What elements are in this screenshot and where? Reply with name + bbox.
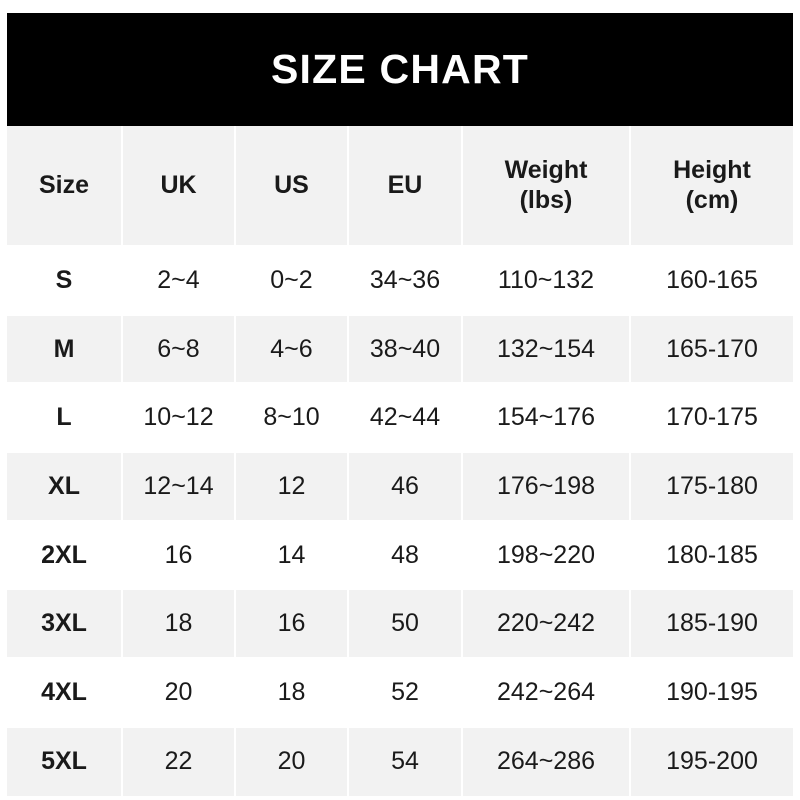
cell-height: 165-170 <box>630 314 793 385</box>
cell-uk: 6~8 <box>122 314 236 385</box>
table-row: L 10~12 8~10 42~44 154~176 170-175 <box>7 383 793 454</box>
column-header-uk: UK <box>122 126 236 247</box>
cell-uk: 2~4 <box>122 246 236 316</box>
cell-weight: 154~176 <box>462 383 631 454</box>
cell-eu: 48 <box>348 520 463 591</box>
cell-weight: 242~264 <box>462 658 631 728</box>
cell-height: 170-175 <box>630 383 793 454</box>
cell-weight: 264~286 <box>462 726 631 796</box>
table-row: 5XL 22 20 54 264~286 195-200 <box>7 726 793 796</box>
cell-size: 4XL <box>7 658 123 728</box>
cell-us: 12 <box>235 452 349 522</box>
column-header-uk-label: UK <box>160 170 197 199</box>
column-header-height-unit: (cm) <box>685 185 739 214</box>
cell-eu: 34~36 <box>348 246 463 316</box>
column-header-eu-label: EU <box>387 170 423 199</box>
cell-weight: 220~242 <box>462 589 631 660</box>
table-row: 2XL 16 14 48 198~220 180-185 <box>7 520 793 591</box>
table-row: M 6~8 4~6 38~40 132~154 165-170 <box>7 314 793 385</box>
cell-weight: 110~132 <box>462 246 631 316</box>
column-header-size: Size <box>7 126 123 247</box>
cell-weight: 198~220 <box>462 520 631 591</box>
table-row: S 2~4 0~2 34~36 110~132 160-165 <box>7 246 793 316</box>
cell-uk: 22 <box>122 726 236 796</box>
cell-eu: 42~44 <box>348 383 463 454</box>
cell-us: 8~10 <box>235 383 349 454</box>
cell-weight: 176~198 <box>462 452 631 522</box>
cell-us: 16 <box>235 589 349 660</box>
size-chart-table: Size UK US EU Weight (lbs) Height (cm) <box>7 126 793 796</box>
cell-eu: 52 <box>348 658 463 728</box>
cell-uk: 20 <box>122 658 236 728</box>
cell-eu: 38~40 <box>348 314 463 385</box>
cell-height: 160-165 <box>630 246 793 316</box>
column-header-us: US <box>235 126 349 247</box>
table-header: Size UK US EU Weight (lbs) Height (cm) <box>7 126 793 247</box>
cell-us: 4~6 <box>235 314 349 385</box>
cell-size: 2XL <box>7 520 123 591</box>
cell-eu: 46 <box>348 452 463 522</box>
cell-us: 0~2 <box>235 246 349 316</box>
cell-height: 195-200 <box>666 747 758 776</box>
size-chart-container: SIZE CHART Size UK US EU <box>7 13 793 796</box>
cell-uk: 18 <box>122 589 236 660</box>
header-row: Size UK US EU Weight (lbs) Height (cm) <box>7 126 793 247</box>
cell-size: S <box>7 246 123 316</box>
page-title: SIZE CHART <box>271 46 529 92</box>
cell-uk: 10~12 <box>122 383 236 454</box>
cell-eu: 54 <box>348 726 463 796</box>
column-header-weight-label: Weight <box>504 156 588 184</box>
cell-height: 185-190 <box>630 589 793 660</box>
cell-size: M <box>7 314 123 385</box>
table-row: 3XL 18 16 50 220~242 185-190 <box>7 589 793 660</box>
column-header-weight: Weight (lbs) <box>462 126 631 247</box>
table-row: XL 12~14 12 46 176~198 175-180 <box>7 452 793 522</box>
column-header-size-label: Size <box>38 170 90 199</box>
table-body: S 2~4 0~2 34~36 110~132 160-165 M 6~8 4~6 38~40 13… <box>7 246 793 796</box>
column-header-height-label: Height <box>673 156 751 184</box>
cell-size: L <box>7 383 123 454</box>
cell-height: 180-185 <box>630 520 793 591</box>
table-row: 4XL 20 18 52 242~264 190-195 <box>7 658 793 728</box>
title-banner: SIZE CHART <box>7 13 793 126</box>
cell-size: 3XL <box>7 589 123 660</box>
cell-weight: 132~154 <box>462 314 631 385</box>
cell-us: 20 <box>235 726 349 796</box>
cell-us: 14 <box>235 520 349 591</box>
cell-us: 18 <box>235 658 349 728</box>
column-header-eu: EU <box>348 126 463 247</box>
cell-height: 190-195 <box>630 658 793 728</box>
cell-size: 5XL <box>7 726 123 796</box>
cell-eu: 50 <box>348 589 463 660</box>
cell-height: 175-180 <box>630 452 793 522</box>
cell-size: XL <box>7 452 123 522</box>
column-header-weight-unit: (lbs) <box>519 185 573 214</box>
column-header-height: Height (cm) <box>630 126 793 247</box>
cell-uk: 16 <box>122 520 236 591</box>
column-header-us-label: US <box>274 170 309 199</box>
cell-uk: 12~14 <box>122 452 236 522</box>
